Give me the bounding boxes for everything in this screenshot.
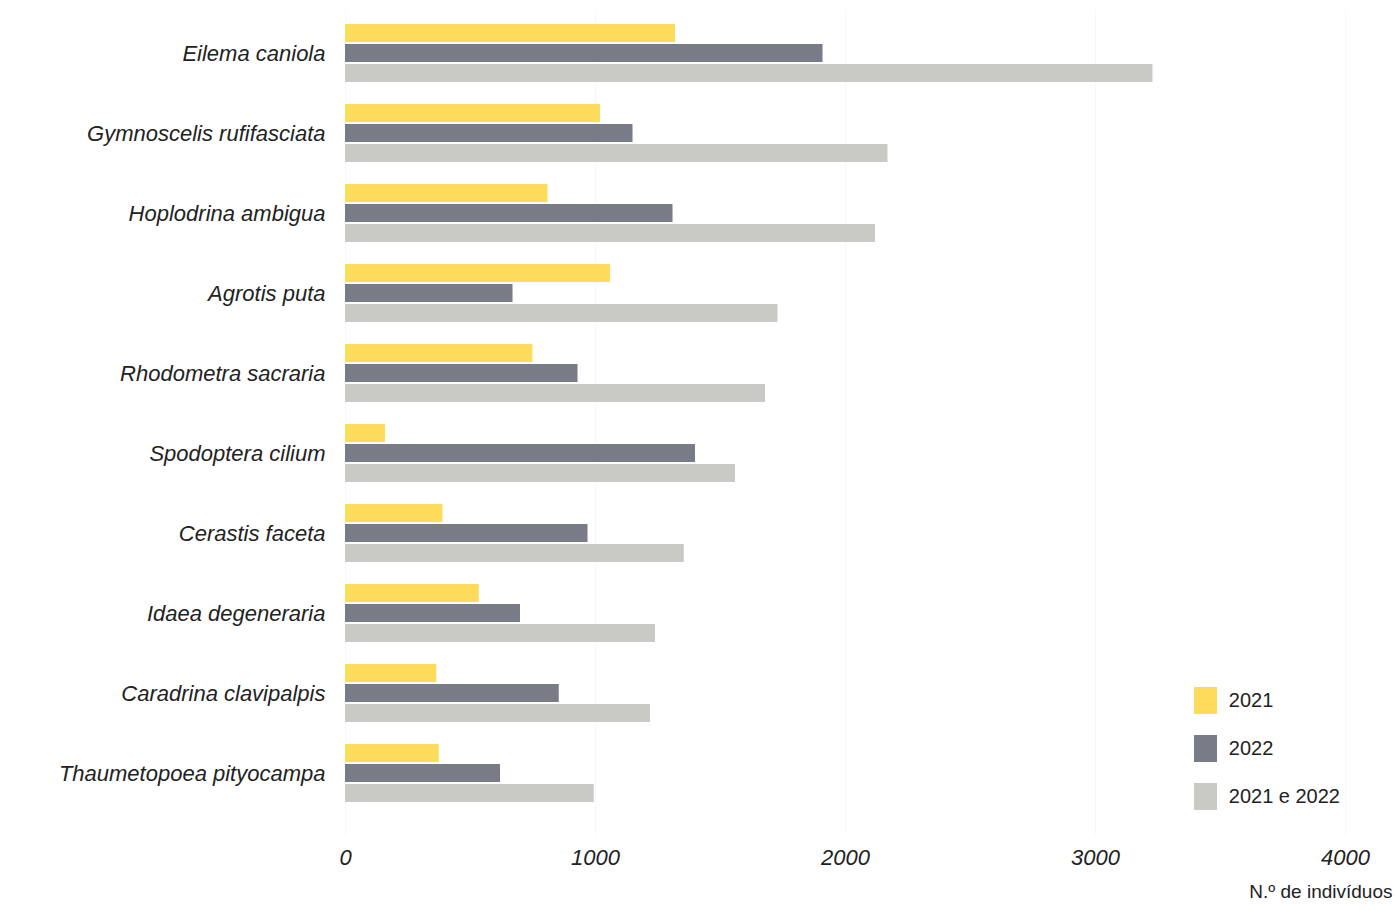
html-text:2021 e 2022: 2021 e 2022 (1228, 784, 1340, 807)
html-text:2021: 2021 (1228, 688, 1274, 711)
svg-text:Eilema caniola: Eilema caniola (182, 41, 325, 66)
svg-text:3000: 3000 (1071, 845, 1121, 870)
svg-text:Rhodometra sacraria: Rhodometra sacraria (120, 361, 325, 386)
svg-text:Agrotis puta: Agrotis puta (206, 281, 325, 306)
svg-text:Idaea degeneraria: Idaea degeneraria (147, 601, 326, 626)
svg-text:4000: 4000 (1321, 845, 1371, 870)
svg-text:N.º de indivíduos: N.º de indivíduos (1249, 881, 1392, 902)
svg-text:Cerastis faceta: Cerastis faceta (179, 521, 326, 546)
svg-text:Thaumetopoea pityocampa: Thaumetopoea pityocampa (59, 761, 326, 786)
svg-text:Spodoptera cilium: Spodoptera cilium (149, 441, 325, 466)
svg-text:2000: 2000 (820, 845, 871, 870)
svg-text:Caradrina clavipalpis: Caradrina clavipalpis (121, 681, 325, 706)
svg-text:Hoplodrina ambigua: Hoplodrina ambigua (129, 201, 326, 226)
svg-text:1000: 1000 (571, 845, 621, 870)
svg-text:0: 0 (339, 845, 352, 870)
svg-text:Gymnoscelis rufifasciata: Gymnoscelis rufifasciata (87, 121, 325, 146)
html-text:2022: 2022 (1228, 736, 1274, 759)
